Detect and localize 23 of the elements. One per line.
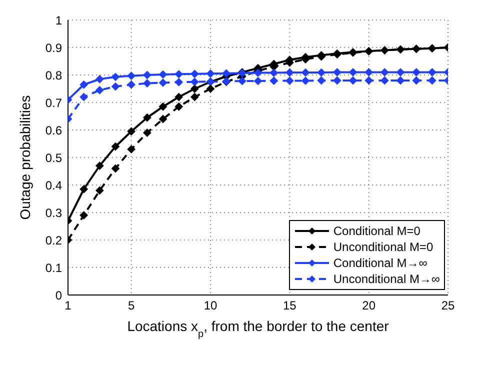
y-tick-label: 1 <box>55 13 62 28</box>
y-tick-label: 0.8 <box>45 68 62 82</box>
y-tick-label: 0.5 <box>45 150 62 165</box>
legend-label: Unconditional M→∞ <box>333 272 440 286</box>
y-tick-label: 0.9 <box>45 40 62 55</box>
y-axis-title: Outage probabilities <box>17 95 33 220</box>
x-tick-label: 5 <box>128 298 135 313</box>
x-tick-label: 15 <box>282 298 297 313</box>
y-tick-label: 0 <box>55 288 62 302</box>
x-tick-label: 25 <box>441 298 455 313</box>
y-tick-label: 0.6 <box>45 123 62 138</box>
x-tick-label: 20 <box>362 298 376 313</box>
x-tick-label: 10 <box>204 298 218 313</box>
y-tick-label: 0.1 <box>45 260 62 275</box>
legend-label: Conditional M→∞ <box>333 256 428 270</box>
legend-label: Conditional M=0 <box>333 224 420 238</box>
x-tick-label: 1 <box>64 298 72 313</box>
y-tick-label: 0.7 <box>45 96 62 110</box>
y-tick-label: 0.2 <box>45 233 62 248</box>
legend-label: Unconditional M=0 <box>333 240 434 254</box>
y-tick-label: 0.4 <box>45 178 62 192</box>
x-axis-title: Locations x$_{p}$, from the border to the center <box>127 318 390 340</box>
y-tick-label: 0.3 <box>45 206 62 220</box>
